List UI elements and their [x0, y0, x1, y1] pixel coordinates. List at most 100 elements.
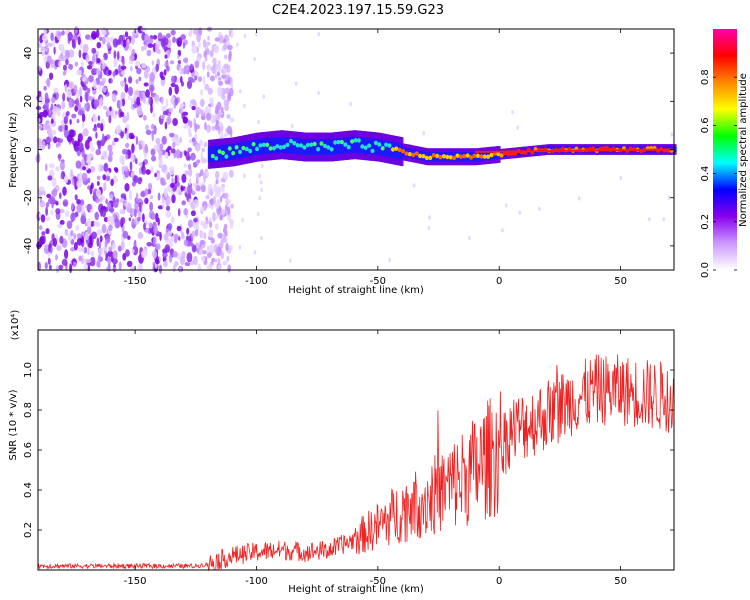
colorbar-tick-label: 0.4 [700, 166, 711, 182]
ridge-peak [227, 146, 232, 151]
noise-blob [221, 95, 226, 100]
x-tick-label: -50 [370, 576, 386, 587]
noise-blob [163, 233, 169, 241]
noise-blob [108, 246, 113, 252]
noise-blob [168, 107, 173, 113]
noise-blob [73, 233, 76, 240]
noise-blob [97, 140, 102, 150]
noise-blob [187, 219, 194, 228]
noise-blob [97, 247, 104, 256]
ridge-peak [373, 140, 378, 146]
noise-blob [206, 71, 210, 78]
noise-blob [222, 260, 228, 266]
noise-blob [126, 202, 132, 212]
ridge-peak [458, 154, 463, 159]
noise-blob [93, 99, 100, 108]
noise-blob [188, 177, 192, 186]
noise-blob [188, 132, 192, 138]
noise-blob [87, 87, 91, 94]
ridge-peak [278, 145, 283, 150]
noise-blob [108, 150, 113, 157]
noise-blob [36, 117, 41, 123]
y-tick-label: -40 [23, 238, 34, 254]
noise-blob [117, 245, 122, 252]
noise-blob [202, 75, 206, 86]
noise-blob [63, 175, 69, 184]
noise-blob [203, 232, 207, 240]
noise-blob [91, 30, 97, 40]
ridge-peak [435, 153, 440, 159]
noise-blob [223, 132, 228, 137]
noise-blob [42, 123, 49, 131]
noise-blob [208, 262, 213, 271]
noise-blob [667, 195, 671, 200]
noise-blob [150, 104, 153, 114]
noise-blob [76, 199, 81, 205]
noise-blob [209, 221, 213, 229]
noise-blob [40, 46, 46, 55]
noise-blob [123, 205, 126, 210]
noise-blob [58, 264, 64, 270]
noise-blob [165, 98, 169, 108]
noise-blob [223, 99, 230, 107]
ridge-band [386, 140, 389, 157]
colorbar-label: Normalized spectral amplitude [738, 73, 749, 227]
noise-blob [218, 34, 224, 44]
ridge-peak [339, 139, 344, 145]
noise-blob [55, 208, 61, 215]
noise-blob [388, 257, 391, 263]
noise-blob [91, 231, 97, 240]
noise-blob [68, 49, 75, 58]
ridge-peak [288, 138, 293, 144]
noise-blob [143, 69, 149, 79]
noise-blob [160, 75, 166, 81]
x-tick-label: -50 [370, 276, 386, 287]
noise-blob [200, 220, 205, 226]
noise-blob [152, 34, 158, 40]
noise-blob [89, 141, 93, 149]
noise-blob [170, 29, 176, 36]
noise-blob [194, 229, 199, 237]
noise-blob [226, 44, 233, 51]
noise-blob [113, 137, 119, 142]
noise-blob [230, 203, 235, 209]
ridge-peak [513, 151, 518, 156]
noise-blob [136, 67, 142, 75]
noise-blob [219, 195, 223, 203]
noise-blob [97, 115, 101, 121]
noise-blob [46, 77, 51, 88]
noise-blob [125, 153, 129, 160]
noise-blob [149, 201, 154, 212]
ridge-peak [312, 141, 317, 147]
noise-blob [120, 131, 124, 139]
noise-blob [45, 206, 48, 216]
noise-blob [127, 95, 131, 101]
ridge-peak [309, 142, 314, 147]
noise-blob [200, 115, 206, 121]
ridge-peak [333, 140, 338, 145]
ridge-peak [445, 154, 450, 160]
noise-blob [110, 216, 115, 226]
noise-blob [70, 169, 73, 177]
noise-blob [253, 250, 257, 255]
noise-blob [144, 143, 148, 154]
ridge-peak [475, 153, 480, 158]
noise-blob [53, 46, 56, 55]
noise-blob [55, 142, 59, 148]
noise-blob [119, 99, 123, 108]
noise-blob [75, 97, 79, 108]
noise-blob [88, 75, 94, 83]
ridge-peak [272, 146, 276, 151]
noise-blob [126, 111, 130, 122]
noise-blob [130, 97, 134, 106]
noise-blob [134, 208, 137, 218]
noise-blob [58, 153, 61, 162]
noise-blob [97, 254, 101, 264]
noise-blob [85, 165, 89, 171]
noise-blob [70, 229, 74, 237]
ridge-peak [401, 149, 406, 154]
noise-blob [181, 200, 186, 206]
noise-blob [220, 177, 226, 183]
noise-blob [76, 118, 80, 124]
noise-blob [69, 118, 72, 125]
